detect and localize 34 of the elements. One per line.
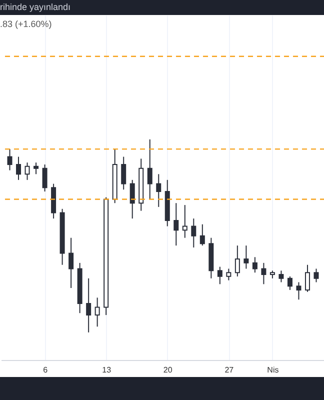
candlestick bbox=[191, 218, 196, 248]
candlestick bbox=[244, 245, 249, 270]
x-tick-label: 13 bbox=[102, 366, 112, 374]
x-tick-label: 27 bbox=[224, 366, 234, 374]
candlestick bbox=[200, 224, 205, 246]
candlestick bbox=[130, 179, 135, 220]
candlestick bbox=[287, 276, 292, 290]
x-tick-label: 6 bbox=[43, 366, 48, 374]
candlestick bbox=[217, 266, 222, 285]
x-tick-label: Nis bbox=[267, 366, 279, 374]
candlestick bbox=[121, 156, 126, 190]
candlestick bbox=[156, 174, 162, 208]
candlestick bbox=[296, 282, 302, 300]
x-tick-label: 20 bbox=[163, 366, 173, 374]
candlestick bbox=[226, 268, 232, 281]
candlestick bbox=[261, 262, 266, 285]
candlestick bbox=[24, 162, 30, 180]
candlestick bbox=[174, 202, 179, 246]
candlestick bbox=[34, 162, 39, 175]
candlestick bbox=[182, 204, 188, 238]
candlestick bbox=[7, 148, 12, 171]
chart-title: rihinde yayınlandı bbox=[0, 2, 71, 12]
candlestick bbox=[278, 270, 284, 283]
candlestick bbox=[16, 156, 22, 180]
chart-subtitle: .83 (+1.60%) bbox=[0, 19, 52, 29]
candlestick bbox=[234, 245, 240, 277]
candlestick bbox=[86, 278, 92, 333]
candlestick bbox=[304, 264, 310, 292]
candlestick bbox=[314, 268, 319, 283]
candlestick bbox=[94, 297, 100, 328]
candlestick bbox=[68, 237, 74, 289]
candlestick bbox=[252, 256, 258, 274]
candlestick bbox=[147, 138, 152, 200]
candlestick bbox=[42, 164, 48, 192]
